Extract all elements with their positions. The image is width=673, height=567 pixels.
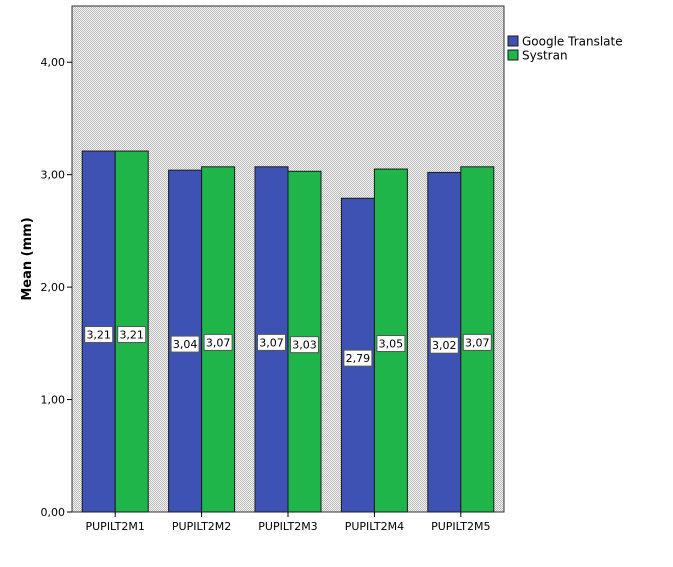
value-label: 3,07 xyxy=(259,336,284,349)
legend-swatch-systran xyxy=(507,49,519,61)
value-label-box xyxy=(462,333,492,351)
y-tick-label: 1,00 xyxy=(41,394,66,407)
value-label: 2,79 xyxy=(346,352,371,365)
y-tick-label: 2,00 xyxy=(41,281,66,294)
value-label: 3,03 xyxy=(292,339,317,352)
value-label: 3,02 xyxy=(432,339,457,352)
legend-label: Systran xyxy=(522,49,568,63)
value-label-box xyxy=(257,333,286,351)
value-label: 3,07 xyxy=(206,336,231,349)
value-label-box xyxy=(170,335,200,353)
y-axis-title: Mean (mm) xyxy=(20,217,35,300)
x-tick-label: PUPILT2M2 xyxy=(172,520,231,533)
value-label: 3,21 xyxy=(86,329,111,342)
legend-swatch-google-translate xyxy=(507,35,519,47)
value-labels: 3,21 3,21 3,04 3,07 3,07 3,03 2,79 3,05 3,02 3,07 xyxy=(84,326,492,367)
legend-label: Google Translate xyxy=(522,35,623,49)
x-axis: PUPILT2M1 PUPILT2M2 PUPILT2M3 PUPILT2M4 PUPI… xyxy=(86,512,490,533)
value-label: 3,05 xyxy=(379,338,404,351)
y-tick-label: 3,00 xyxy=(41,169,66,182)
value-label-box xyxy=(429,336,459,354)
x-tick-label: PUPILT2M1 xyxy=(86,520,145,533)
y-tick-label: 4,00 xyxy=(41,56,66,69)
value-label-box xyxy=(290,336,319,354)
x-tick-label: PUPILT2M5 xyxy=(431,520,490,533)
value-label: 3,21 xyxy=(119,329,144,342)
value-label: 3,07 xyxy=(465,336,490,349)
y-axis: 0,00 1,00 2,00 3,00 4,00 xyxy=(41,56,72,519)
value-label-box xyxy=(117,326,147,344)
value-label-box xyxy=(343,349,373,367)
value-label-box xyxy=(203,333,233,351)
x-tick-label: PUPILT2M4 xyxy=(345,520,404,533)
value-label-box xyxy=(376,335,406,353)
y-tick-label: 0,00 xyxy=(41,506,66,519)
value-label: 3,04 xyxy=(173,338,198,351)
x-tick-label: PUPILT2M3 xyxy=(258,520,317,533)
value-label-box xyxy=(84,326,114,344)
